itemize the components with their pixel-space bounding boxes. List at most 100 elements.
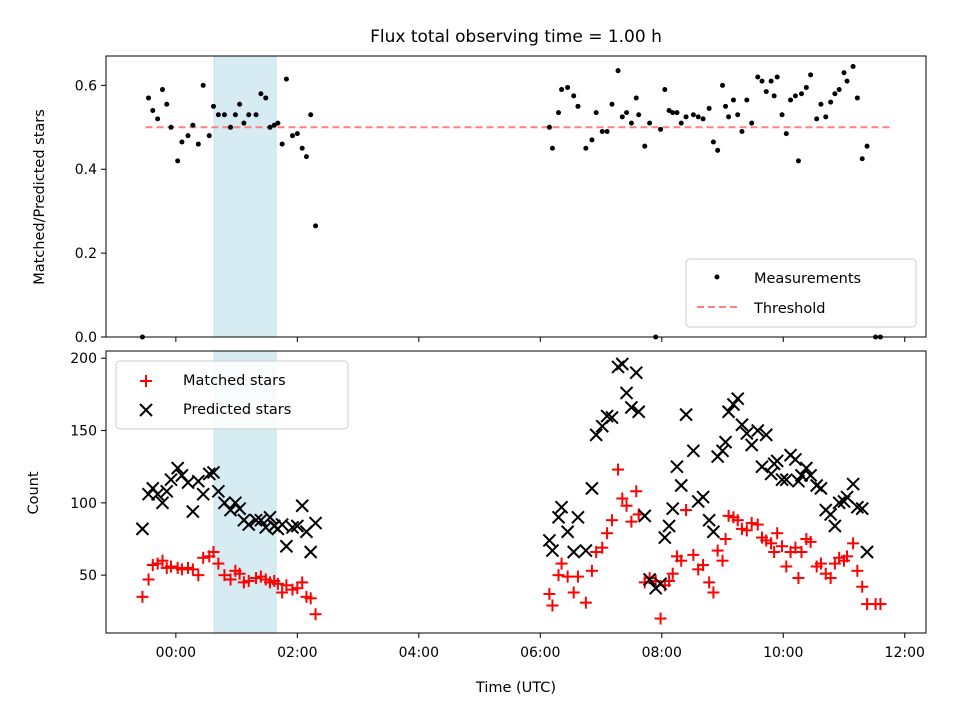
predicted-stars-point: [662, 519, 676, 533]
matched-stars-point: [625, 515, 638, 528]
matched-stars-point: [156, 554, 169, 567]
x-tick-label: 12:00: [885, 645, 925, 661]
matched-stars-point: [192, 569, 205, 582]
measurement-point: [556, 110, 562, 116]
matched-stars-point: [304, 592, 317, 605]
predicted-stars-point: [846, 477, 860, 491]
top-axes-frame: [105, 55, 927, 338]
matched-stars-point: [590, 546, 603, 559]
predicted-stars-point: [579, 543, 593, 558]
matched-stars-point: [280, 579, 293, 592]
matched-stars-point: [687, 548, 700, 561]
measurement-point: [859, 156, 865, 162]
measurement-point: [241, 120, 247, 126]
x-axis-label: Time (UTC): [475, 680, 556, 696]
measurement-point: [232, 112, 238, 118]
predicted-stars-point: [589, 428, 603, 442]
measurement-point: [571, 93, 577, 99]
bot-y-tick-label: 100: [70, 496, 97, 512]
matched-stars-point: [792, 572, 805, 585]
matched-stars-point: [224, 573, 237, 586]
measurement-point: [175, 158, 181, 164]
matched-stars-point: [851, 564, 864, 577]
matched-stars-point: [212, 557, 225, 570]
matched-stars-point: [719, 533, 732, 545]
predicted-stars-point: [211, 484, 226, 498]
measurement-point: [221, 112, 227, 118]
matched-stars-point: [596, 541, 609, 554]
measurement-point: [200, 82, 206, 88]
measurement-point: [795, 158, 801, 164]
predicted-stars-point: [155, 496, 170, 510]
measurement-point: [749, 120, 755, 126]
matched-stars-point: [630, 485, 643, 498]
measurement-point: [779, 112, 785, 118]
predicted-stars-point: [814, 481, 828, 496]
measurement-point: [841, 70, 847, 76]
predicted-stars-point: [828, 519, 842, 533]
measurement-point: [179, 139, 185, 145]
matched-stars-point: [765, 537, 778, 550]
matched-stars-point: [776, 540, 789, 553]
predicted-stars-point: [542, 533, 557, 548]
measurement-point: [788, 97, 794, 103]
predicted-stars-point: [566, 545, 581, 559]
measurement-point: [844, 78, 850, 84]
bottom-legend: Matched stars Predicted stars: [115, 360, 349, 430]
bottom-legend-box: [115, 360, 349, 430]
x-tick-label: 02:00: [277, 645, 317, 661]
predicted-stars-point: [702, 513, 716, 527]
matched-stars-point: [616, 492, 629, 505]
predicted-stars-point: [263, 510, 277, 525]
top-points-layer: [139, 63, 883, 340]
x-tick-label: 00:00: [156, 645, 196, 661]
measurement-point: [206, 133, 212, 139]
x-tick-label: 04:00: [399, 645, 439, 661]
matched-stars-point: [567, 586, 580, 599]
predicted-stars-point: [670, 459, 684, 474]
measurement-point: [744, 97, 750, 103]
predicted-stars-point: [721, 405, 736, 419]
predicted-stars-point: [751, 423, 765, 438]
measurement-point: [642, 143, 648, 149]
measurement-point: [279, 141, 285, 147]
measurement-point: [647, 120, 653, 126]
measurement-point: [768, 78, 774, 84]
measurement-point: [818, 101, 824, 107]
measurement-point: [828, 99, 834, 105]
matched-stars-point: [546, 599, 559, 612]
measurement-point: [215, 112, 221, 118]
measurement-point: [195, 141, 201, 147]
predicted-stars-point: [642, 572, 657, 587]
predicted-stars-point: [191, 474, 206, 488]
bottom-y-axis-label: Count: [26, 471, 42, 514]
top-y-tick-label: 0.4: [75, 162, 97, 178]
measurement-point: [275, 120, 281, 126]
predicted-stars-point: [770, 454, 784, 468]
matched-stars-point: [142, 573, 155, 586]
predicted-stars-point: [615, 357, 630, 371]
predicted-stars-point: [624, 400, 639, 415]
matched-stars-point: [768, 546, 781, 559]
x-tick-label: 06:00: [520, 645, 560, 661]
measurement-point: [864, 143, 870, 149]
measurement-point: [823, 114, 829, 120]
matched-stars-point: [175, 563, 188, 576]
measurement-point: [662, 87, 668, 93]
legend-matched-label: Matched stars: [183, 373, 286, 389]
measurement-point: [583, 145, 589, 151]
matched-stars-point: [856, 580, 869, 593]
measurement-point: [303, 154, 309, 160]
predicted-stars-point: [740, 426, 754, 441]
measurement-point: [253, 112, 259, 118]
predicted-stars-point: [186, 504, 200, 519]
chart-title: Flux total observing time = 1.00 h: [370, 27, 662, 47]
top-highlight-span: [213, 55, 277, 338]
measurement-point: [850, 63, 856, 69]
top-y-tick-label: 0.2: [75, 246, 97, 262]
matched-stars-point: [745, 517, 758, 530]
predicted-stars-point: [202, 467, 216, 481]
predicted-stars-point: [196, 487, 210, 501]
matched-stars-point: [620, 499, 633, 512]
